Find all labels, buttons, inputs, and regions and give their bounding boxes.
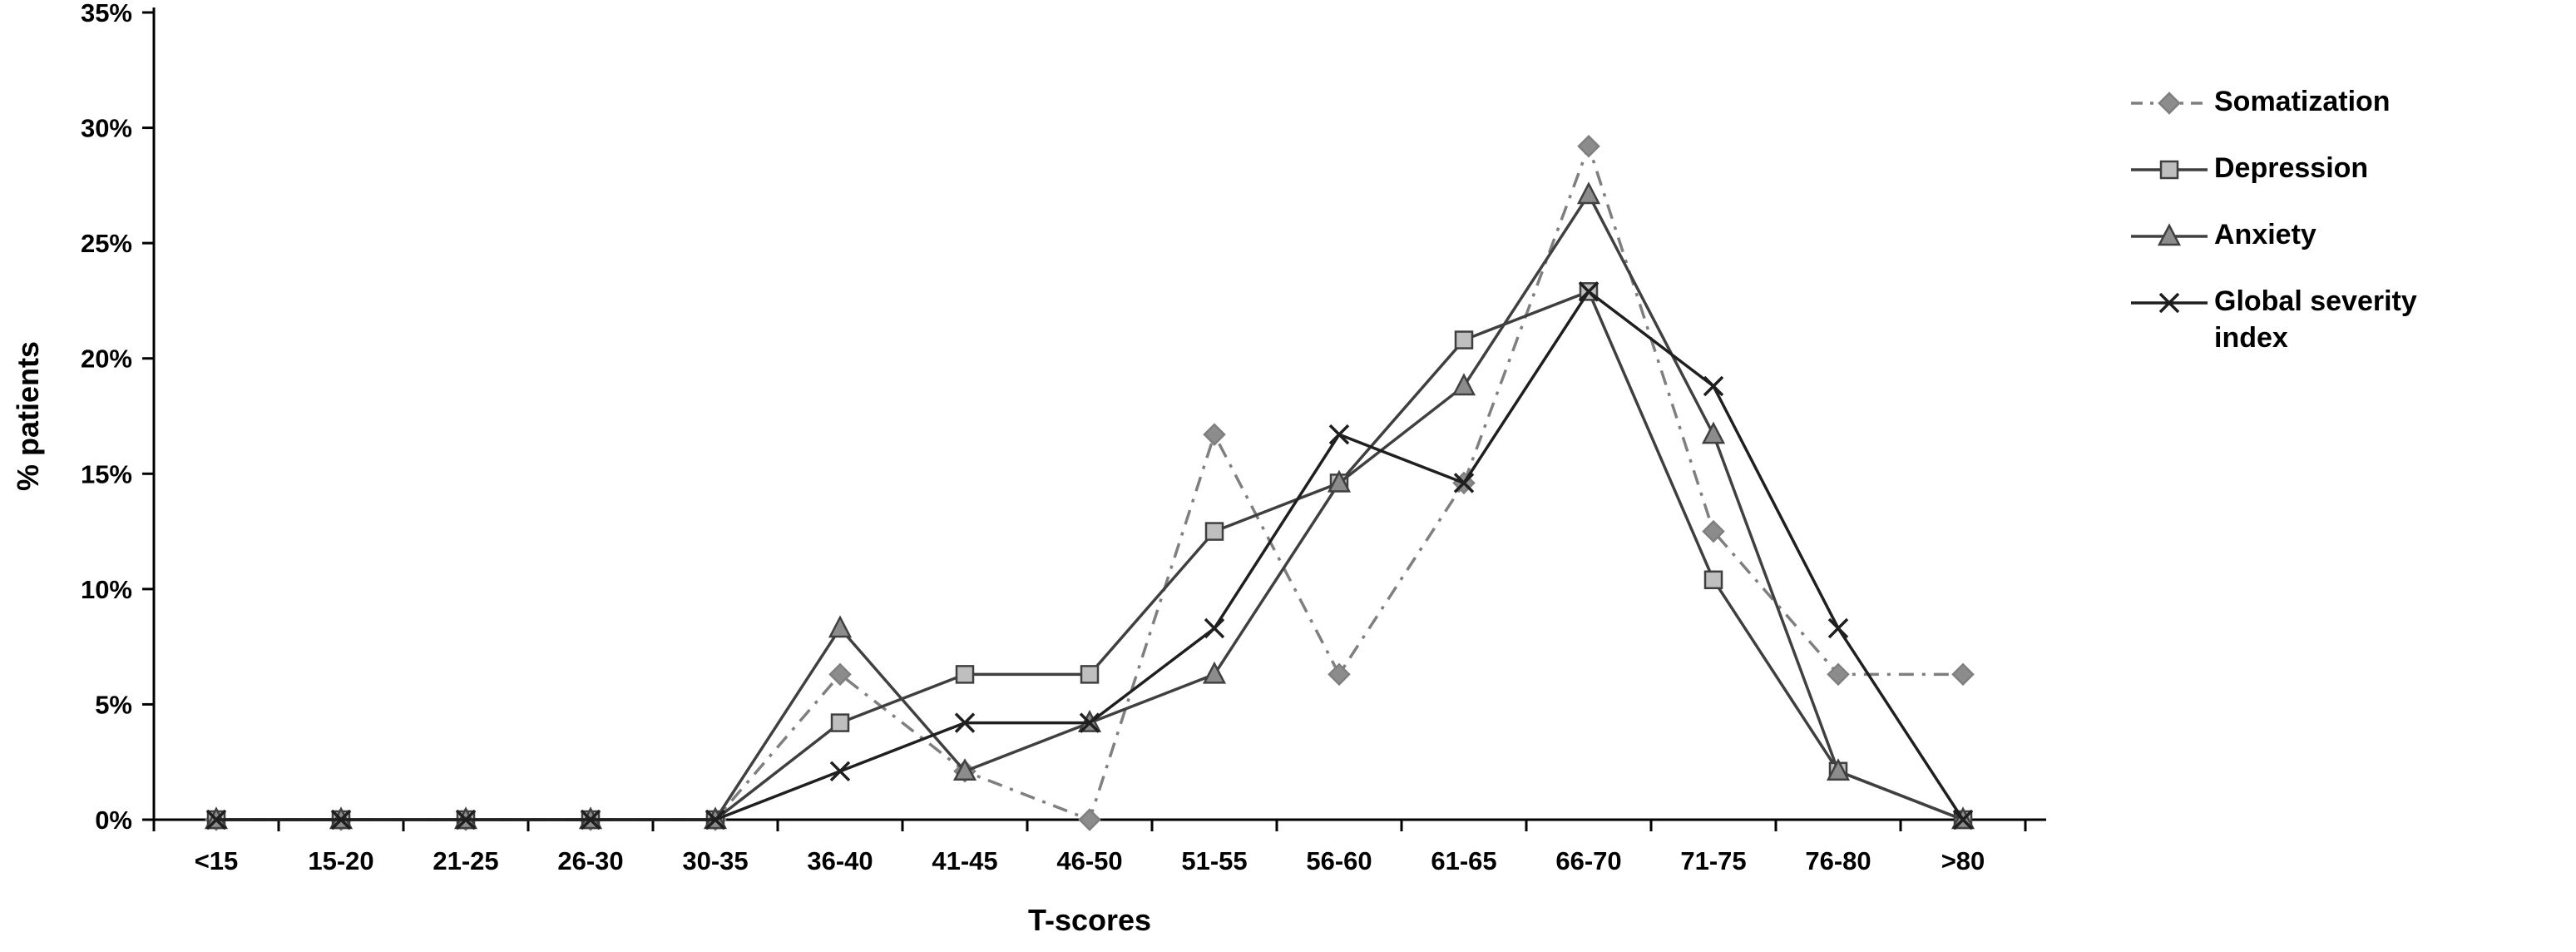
series-line-depression: [216, 290, 1964, 821]
x-marker: [2158, 292, 2180, 314]
y-tick-label: 5%: [95, 690, 132, 719]
x-tick-label: 56-60: [1306, 846, 1372, 875]
x-axis-title: T-scores: [1028, 903, 1151, 937]
square-marker: [955, 665, 975, 684]
x-tick-label: <15: [195, 846, 239, 875]
x-marker: [205, 809, 227, 831]
x-tick-label: 15-20: [308, 846, 373, 875]
x-tick-label: 66-70: [1555, 846, 1621, 875]
x-tick-label: 21-25: [433, 846, 498, 875]
y-tick-label: 20%: [81, 345, 132, 374]
square-marker: [1080, 665, 1100, 684]
legend-item-anxiety: Anxiety: [2129, 216, 2576, 255]
legend-item-somatization: Somatization: [2129, 83, 2576, 121]
y-tick-label: 25%: [81, 229, 132, 258]
legend-label: Somatization: [2214, 86, 2391, 117]
y-tick-label: 10%: [81, 575, 132, 604]
x-marker: [455, 809, 477, 831]
triangle-legend-marker-icon: [2131, 223, 2208, 246]
y-tick-label: 35%: [81, 0, 132, 27]
x-tick-label: 71-75: [1680, 846, 1746, 875]
x-marker: [1079, 712, 1100, 733]
legend-label: Depression: [2214, 152, 2369, 184]
x-marker: [1204, 617, 1225, 639]
x-tick-label: 46-50: [1056, 846, 1122, 875]
y-tick-label: 0%: [95, 806, 132, 835]
triangle-marker: [1826, 758, 1851, 781]
triangle-marker: [1701, 421, 1726, 444]
x-tick-label: 30-35: [682, 846, 748, 875]
square-legend-marker-icon: [2131, 160, 2208, 180]
diamond-marker: [1203, 423, 1226, 446]
x-marker: [954, 712, 976, 733]
square-marker: [1454, 330, 1474, 350]
diamond-marker: [2158, 92, 2181, 115]
diamond-marker: [1078, 808, 1101, 831]
x-marker: [705, 809, 726, 831]
y-tick-label: 15%: [81, 459, 132, 488]
x-tick-label: 41-45: [932, 846, 997, 875]
x-marker: [1578, 281, 1599, 302]
x-tick-label: 76-80: [1805, 846, 1871, 875]
triangle-marker: [1451, 373, 1476, 396]
x-marker: [1703, 375, 1724, 397]
diamond-legend-marker-icon: [2131, 92, 2208, 115]
chart-canvas: 0% 5% 10% 15% 20% 25% 30% 35% <15 15-20 21-25 26-30…: [11, 0, 2046, 937]
triangle-marker: [828, 615, 853, 638]
y-tick-label: 30%: [81, 114, 132, 143]
diamond-marker: [1702, 519, 1725, 543]
x-tick-label: 61-65: [1431, 846, 1496, 875]
diamond-marker: [828, 662, 852, 687]
x-tick-label: >80: [1941, 846, 1985, 875]
diamond-marker: [1328, 662, 1351, 687]
y-axis-title: % patients: [11, 341, 45, 491]
series-line-global-severity-index: [216, 289, 1965, 821]
x-tick-label: 26-30: [557, 846, 623, 875]
diamond-marker: [1951, 662, 1975, 687]
x-marker: [1328, 424, 1350, 445]
square-marker: [830, 713, 850, 732]
line-chart: 0% 5% 10% 15% 20% 25% 30% 35% <15 15-20 21-25 26-30…: [11, 0, 2046, 937]
square-marker: [1204, 522, 1224, 541]
diamond-marker: [1827, 662, 1850, 687]
triangle-marker: [1202, 661, 1227, 684]
x-marker: [1952, 809, 1974, 831]
x-legend-marker-icon: [2131, 292, 2208, 314]
legend-label: Anxiety: [2214, 219, 2316, 250]
triangle-marker: [1576, 181, 1601, 205]
triangle-marker: [2157, 223, 2182, 246]
x-tick-label: 36-40: [807, 846, 873, 875]
x-marker: [330, 809, 352, 831]
square-marker: [2159, 160, 2179, 180]
legend-label: Global severity index: [2214, 285, 2417, 355]
square-marker: [1703, 570, 1723, 590]
x-marker: [1827, 617, 1849, 639]
triangle-marker: [1327, 469, 1352, 493]
legend-item-depression: Depression: [2129, 150, 2576, 188]
diamond-marker: [1577, 134, 1600, 158]
x-marker: [580, 809, 601, 831]
x-tick-label: 51-55: [1181, 846, 1247, 875]
chart-legend: Somatization Depression Anxiety Global seve…: [2129, 0, 2576, 948]
triangle-marker: [952, 758, 977, 781]
x-marker: [829, 761, 851, 782]
x-marker: [1453, 473, 1475, 493]
legend-item-global-severity-index: Global severity index: [2129, 283, 2576, 356]
